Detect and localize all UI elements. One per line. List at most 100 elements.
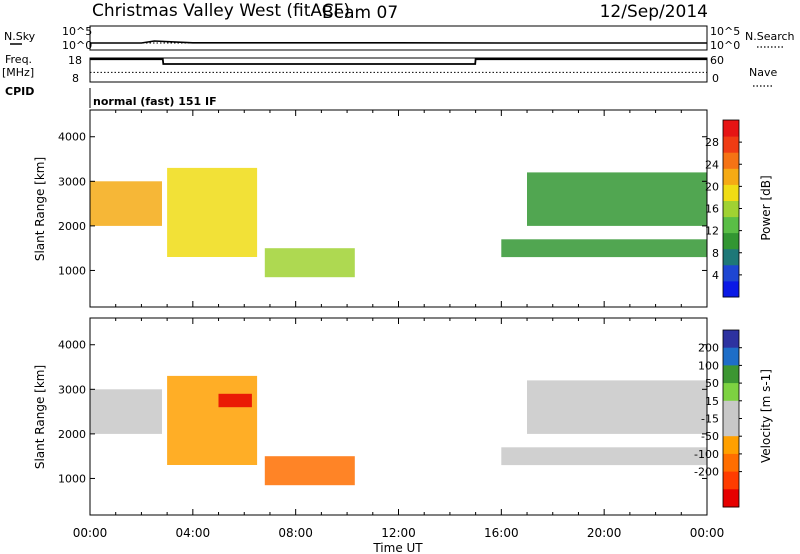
noise-tick-left-high: 10^5	[62, 25, 92, 38]
freq-label-1: Freq.	[5, 53, 32, 66]
power-region-3	[501, 239, 707, 258]
power-ytick-label-1: 2000	[58, 220, 86, 233]
power-colorbar-swatch-1	[723, 264, 739, 282]
date-label: 12/Sep/2014	[600, 2, 708, 22]
power-colorbar-swatch-5	[723, 200, 739, 218]
freq-label-2: [MHz]	[2, 66, 34, 79]
power-colorbar-label-3: 16	[705, 203, 719, 216]
noise-panel: 10^5 10^0 10^5 10^0	[62, 25, 740, 52]
noise-tick-right-low: 10^0	[710, 39, 740, 52]
velocity-data	[90, 375, 707, 486]
noise-tick-left-low: 10^0	[62, 39, 92, 52]
power-colorbar-swatch-9	[723, 136, 739, 153]
mode-label: normal (fast) 151 IF	[93, 95, 217, 108]
velocity-ytick-label-1: 2000	[58, 428, 86, 441]
velocity-ylabel: Slant Range [km]	[33, 365, 47, 469]
velocity-ytick-label-3: 4000	[58, 339, 86, 352]
velocity-colorbar-label-0: 200	[698, 342, 719, 355]
velocity-yticks: 1000 2000 3000 4000	[58, 339, 707, 485]
x-tick-label-2: 08:00	[278, 526, 313, 540]
velocity-region-5	[527, 380, 707, 434]
power-data	[90, 167, 707, 278]
power-colorbar-swatch-3	[723, 232, 739, 250]
nave-label: Nave	[749, 66, 777, 79]
freq-tick-left-low: 8	[72, 72, 79, 85]
velocity-colorbar-label-4: -15	[701, 413, 719, 426]
velocity-xticks	[89, 318, 708, 515]
power-ytick-label-2: 3000	[58, 175, 86, 188]
velocity-region-3	[264, 456, 355, 486]
x-tick-labels: 00:00 04:00 08:00 12:00 16:00 20:00 00:00	[73, 526, 725, 540]
x-tick-label-4: 16:00	[484, 526, 519, 540]
x-tick-label-5: 20:00	[587, 526, 622, 540]
power-colorbar-swatch-2	[723, 248, 739, 266]
power-region-0	[90, 181, 162, 226]
power-region-2	[264, 248, 355, 278]
noise-panel-frame	[89, 25, 708, 51]
power-ytick-label-3: 4000	[58, 131, 86, 144]
power-panel: 1000 2000 3000 4000 Slant Range [km]	[33, 109, 708, 308]
freq-tick-left-high: 18	[68, 54, 82, 67]
power-xticks	[89, 110, 708, 307]
velocity-colorbar-label-5: -50	[701, 430, 719, 443]
velocity-colorbar: 200 100 50 15 -15 -50 -100 -200	[694, 329, 742, 508]
power-colorbar-swatch-6	[723, 184, 739, 201]
velocity-colorbar-swatch-9	[723, 489, 739, 508]
nsky-label: N.Sky	[4, 30, 36, 43]
power-colorbar-swatch-4	[723, 216, 739, 234]
power-colorbar-label: Power [dB]	[759, 175, 773, 240]
velocity-colorbar-label-3: 15	[705, 395, 719, 408]
power-yticks: 1000 2000 3000 4000	[58, 131, 707, 277]
power-colorbar-swatch-8	[723, 152, 739, 169]
power-colorbar-label-0: 4	[712, 269, 719, 282]
velocity-ytick-label-0: 1000	[58, 472, 86, 485]
power-region-1	[167, 167, 258, 257]
power-colorbar-label-4: 20	[705, 180, 719, 193]
power-colorbar-swatch-0	[723, 280, 739, 298]
velocity-colorbar-label-2: 50	[705, 377, 719, 390]
plot-title: Christmas Valley West (fitACF)	[92, 1, 350, 21]
noise-lines	[90, 40, 707, 44]
nsearch-label: N.Search	[745, 30, 795, 43]
velocity-colorbar-swatch-0	[723, 330, 739, 349]
velocity-colorbar-label-6: -100	[694, 448, 719, 461]
power-colorbar-label-5: 24	[705, 158, 719, 171]
velocity-panel: 1000 2000 3000 4000 Slant Range [km]	[33, 317, 708, 516]
velocity-colorbar-label: Velocity [m s-1]	[759, 369, 773, 463]
x-tick-label-6: 00:00	[690, 526, 725, 540]
power-colorbar-swatch-7	[723, 168, 739, 185]
power-colorbar: 4 8 12 16 20 24 28	[705, 119, 742, 298]
velocity-colorbar-swatch-8	[723, 471, 739, 490]
velocity-colorbar-swatch-3	[723, 383, 739, 402]
x-tick-label-1: 04:00	[176, 526, 211, 540]
velocity-colorbar-swatch-2	[723, 365, 739, 384]
x-tick-label-3: 12:00	[381, 526, 416, 540]
freq-tick-right-low: 0	[712, 72, 719, 85]
x-tick-label-0: 00:00	[73, 526, 108, 540]
beam-label: Beam 07	[322, 3, 398, 23]
velocity-region-2	[218, 393, 252, 408]
velocity-colorbar-label-7: -200	[694, 466, 719, 479]
velocity-colorbar-swatch-1	[723, 347, 739, 366]
velocity-ytick-label-2: 3000	[58, 383, 86, 396]
velocity-colorbar-swatch-6	[723, 436, 739, 455]
frequency-lines	[90, 58, 707, 73]
cpid-label: CPID	[5, 85, 34, 98]
velocity-colorbar-label-1: 100	[698, 359, 719, 372]
power-ylabel: Slant Range [km]	[33, 157, 47, 261]
frequency-panel: 18 8 60 0	[68, 54, 724, 85]
frequency-series	[90, 58, 707, 65]
velocity-region-4	[501, 447, 707, 466]
velocity-colorbar-swatch-5	[723, 418, 739, 437]
x-axis-label: Time UT	[372, 541, 423, 554]
power-colorbar-label-2: 12	[705, 225, 719, 238]
power-colorbar-label-6: 28	[705, 136, 719, 149]
velocity-region-1	[167, 375, 258, 465]
velocity-colorbar-swatch-4	[723, 400, 739, 419]
velocity-region-0	[90, 389, 162, 434]
power-colorbar-swatch-10	[723, 120, 739, 137]
freq-tick-right-high: 60	[710, 54, 724, 67]
power-colorbar-label-1: 8	[712, 247, 719, 260]
frequency-panel-frame	[89, 57, 708, 83]
